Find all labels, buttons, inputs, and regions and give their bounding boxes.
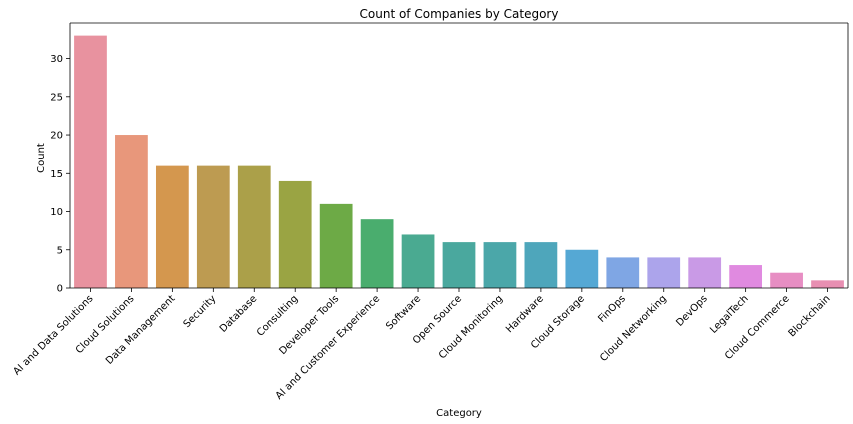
bar bbox=[729, 265, 763, 288]
bar bbox=[606, 257, 640, 288]
x-tick-label: Software bbox=[384, 293, 423, 332]
bar bbox=[524, 242, 558, 288]
x-tick-label: AI and Data Solutions bbox=[11, 293, 95, 377]
x-tick-label: Security bbox=[182, 293, 219, 330]
bar bbox=[442, 242, 476, 288]
bar bbox=[155, 165, 189, 288]
y-tick-label: 5 bbox=[57, 245, 63, 256]
bar bbox=[278, 180, 312, 288]
y-tick-label: 25 bbox=[50, 92, 63, 103]
x-tick-label: FinOps bbox=[596, 293, 628, 325]
bar bbox=[811, 280, 844, 288]
x-tick-label: Hardware bbox=[504, 293, 546, 335]
bar bbox=[115, 135, 148, 288]
x-axis-label: Category bbox=[436, 408, 482, 419]
bar bbox=[647, 257, 681, 288]
bar bbox=[401, 234, 435, 288]
y-axis-label: Count bbox=[36, 143, 47, 173]
chart-title: Count of Companies by Category bbox=[360, 7, 559, 21]
y-tick-label: 0 bbox=[57, 284, 63, 295]
bar bbox=[74, 35, 107, 288]
bar bbox=[360, 219, 394, 288]
x-tick-label: DevOps bbox=[674, 293, 709, 328]
x-tick-label: Database bbox=[218, 293, 260, 335]
bar bbox=[483, 242, 517, 288]
x-tick-label: Data Management bbox=[104, 293, 178, 367]
x-tick-label: Consulting bbox=[255, 293, 300, 338]
bar bbox=[237, 165, 271, 288]
y-tick-label: 15 bbox=[50, 169, 63, 180]
x-tick-label: LegalTech bbox=[708, 293, 751, 336]
bar bbox=[319, 203, 353, 288]
y-tick-label: 30 bbox=[50, 54, 63, 65]
bar bbox=[770, 272, 803, 288]
y-tick-label: 10 bbox=[50, 207, 63, 218]
bar bbox=[196, 165, 230, 288]
x-tick-label: Blockchain bbox=[787, 293, 833, 339]
y-tick-label: 20 bbox=[50, 131, 63, 142]
bar bbox=[688, 257, 722, 288]
bar bbox=[565, 249, 599, 288]
